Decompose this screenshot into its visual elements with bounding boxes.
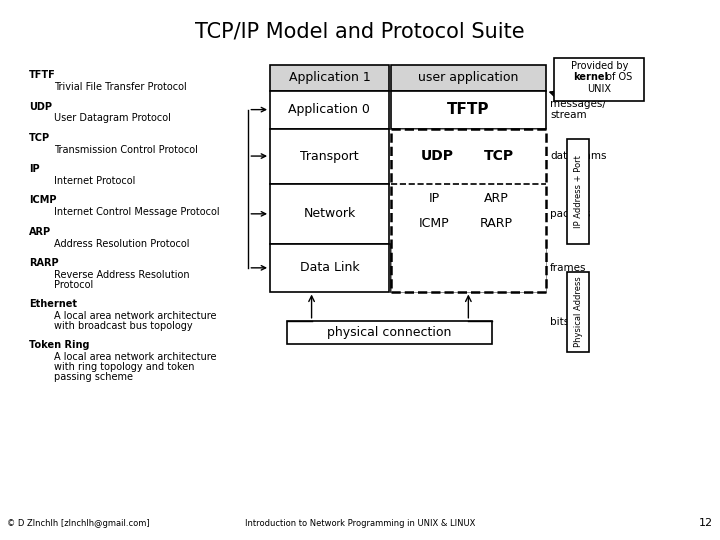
Text: RARP: RARP [29,258,58,268]
Text: Introduction to Network Programming in UNIX & LINUX: Introduction to Network Programming in U… [245,519,475,528]
Text: Physical Address: Physical Address [574,276,582,348]
Text: Data Link: Data Link [300,261,359,274]
Bar [270,184,389,244]
Bar [567,139,589,244]
Text: Token Ring: Token Ring [430,272,507,285]
Text: ARP: ARP [29,227,51,237]
Text: Application 0: Application 0 [289,103,370,116]
Text: Network: Network [303,207,356,220]
Bar [554,58,644,101]
Text: physical connection: physical connection [327,326,451,339]
Text: Ethernet: Ethernet [438,251,499,264]
Text: TFTP: TFTP [447,102,490,117]
Text: Address Resolution Protocol: Address Resolution Protocol [54,239,189,249]
Text: TCP: TCP [485,149,514,163]
Text: UDP: UDP [421,149,454,163]
Text: A local area network architecture: A local area network architecture [54,352,217,362]
Text: kernel: kernel [573,72,608,82]
Text: User Datagram Protocol: User Datagram Protocol [54,113,171,124]
Text: Provided by: Provided by [571,62,628,71]
Bar [270,91,389,129]
Text: UNIX: UNIX [588,84,611,94]
Bar [270,244,389,292]
Text: messages/
stream: messages/ stream [550,99,606,120]
Bar [270,129,389,184]
Bar [391,129,546,292]
Text: TCP: TCP [29,133,50,143]
Text: datagrams: datagrams [550,151,606,161]
Text: Transport: Transport [300,150,359,163]
Text: IP Address + Port: IP Address + Port [574,155,582,228]
Text: ARP: ARP [484,192,508,205]
Text: Trivial File Transfer Protocol: Trivial File Transfer Protocol [54,82,186,92]
Text: Application 1: Application 1 [289,71,370,84]
Text: ICMP: ICMP [419,217,449,230]
Text: user application: user application [418,71,518,84]
Text: with ring topology and token: with ring topology and token [54,362,194,372]
Text: IP: IP [428,192,440,205]
Text: Token Ring: Token Ring [29,340,89,350]
Text: Reverse Address Resolution: Reverse Address Resolution [54,270,189,280]
Text: packets: packets [550,209,590,219]
Text: TFTF: TFTF [29,70,55,80]
Text: bits: bits [550,318,570,327]
Text: Ethernet: Ethernet [29,299,77,309]
Text: A local area network architecture: A local area network architecture [54,311,217,321]
Text: with broadcast bus topology: with broadcast bus topology [54,321,193,331]
Text: RARP: RARP [480,217,513,230]
Text: © D Zlnchlh [zlnchlh@gmail.com]: © D Zlnchlh [zlnchlh@gmail.com] [7,519,150,528]
Text: passing scheme: passing scheme [54,372,133,382]
Text: UDP: UDP [29,102,52,112]
Bar [270,65,389,91]
Bar [567,272,589,352]
Text: TCP/IP Model and Protocol Suite: TCP/IP Model and Protocol Suite [195,22,525,42]
Text: Transmission Control Protocol: Transmission Control Protocol [54,145,198,155]
Text: Internet Control Message Protocol: Internet Control Message Protocol [54,207,220,218]
Bar [391,65,546,91]
Text: 12: 12 [698,518,713,528]
Bar [391,244,546,292]
Text: ICMP: ICMP [29,195,56,206]
Text: frames: frames [550,263,587,273]
Bar [391,91,546,129]
Text: Protocol: Protocol [54,280,94,290]
Text: IP: IP [29,164,40,174]
Bar [287,321,492,344]
Text: of OS: of OS [603,72,633,82]
Text: Internet Protocol: Internet Protocol [54,176,135,186]
